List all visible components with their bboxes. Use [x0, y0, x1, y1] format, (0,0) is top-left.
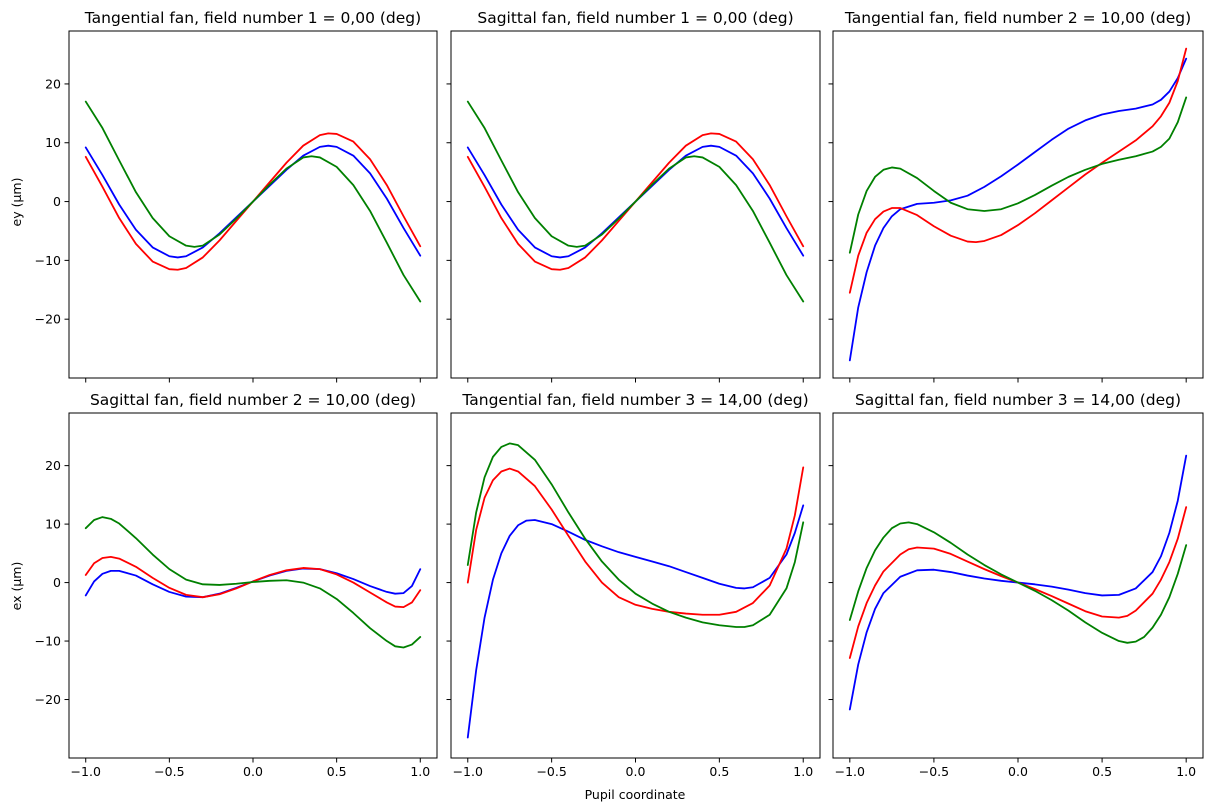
- panel-tangential-field-1: Tangential fan, field number 1 = 0,00 (d…: [35, 9, 438, 383]
- x-tick-label: −0.5: [919, 764, 949, 779]
- x-tick-label: −1.0: [453, 764, 483, 779]
- panel-title: Sagittal fan, field number 1 = 0,00 (deg…: [477, 9, 793, 27]
- series-line-green: [84, 516, 422, 649]
- x-tick-label: 0.5: [327, 764, 347, 779]
- series-line-red: [848, 47, 1188, 294]
- x-tick-label: −1.0: [835, 764, 865, 779]
- panel-sagittal-field-2: Sagittal fan, field number 2 = 10,00 (de…: [35, 391, 438, 779]
- series-line-green: [466, 442, 805, 628]
- y-tick-label: −20: [35, 692, 61, 707]
- x-tick-label: −0.5: [154, 764, 184, 779]
- axes-frame: [450, 412, 821, 759]
- x-tick-label: 1.0: [410, 764, 430, 779]
- series-line-green: [848, 96, 1188, 254]
- y-tick-label: 20: [45, 76, 61, 91]
- panel-tangential-field-2: Tangential fan, field number 2 = 10,00 (…: [828, 9, 1204, 383]
- series-line-blue: [466, 504, 805, 739]
- axes-frame: [450, 30, 821, 379]
- panel-title: Tangential fan, field number 3 = 14,00 (…: [461, 391, 808, 409]
- panel-title: Sagittal fan, field number 3 = 14,00 (de…: [855, 391, 1181, 409]
- y-tick-label: −10: [35, 253, 61, 268]
- y-tick-label: −20: [35, 312, 61, 327]
- series-line-blue: [848, 57, 1188, 362]
- x-tick-label: 1.0: [1176, 764, 1196, 779]
- panel-title: Sagittal fan, field number 2 = 10,00 (de…: [90, 391, 416, 409]
- top-row-y-axis-label: ey (µm): [9, 178, 24, 227]
- x-tick-label: −1.0: [71, 764, 101, 779]
- panel-tangential-field-3: Tangential fan, field number 3 = 14,00 (…: [446, 391, 821, 779]
- x-tick-label: −0.5: [536, 764, 566, 779]
- y-tick-label: 10: [45, 135, 61, 150]
- x-tick-label: 0.5: [709, 764, 729, 779]
- panel-title: Tangential fan, field number 1 = 0,00 (d…: [84, 9, 421, 27]
- series-line-green: [84, 100, 422, 303]
- series-line-red: [466, 466, 805, 616]
- x-tick-label: 1.0: [793, 764, 813, 779]
- axes-frame: [832, 412, 1204, 759]
- axes-frame: [68, 30, 438, 379]
- x-tick-label: 0.0: [1008, 764, 1028, 779]
- x-tick-label: 0.5: [1092, 764, 1112, 779]
- y-tick-label: 20: [45, 458, 61, 473]
- series-line-green: [848, 521, 1188, 644]
- axes-frame: [68, 412, 438, 759]
- y-tick-label: 0: [53, 194, 61, 209]
- axes-frame: [832, 30, 1204, 379]
- x-tick-label: 0.0: [626, 764, 646, 779]
- figure-x-axis-label: Pupil coordinate: [585, 787, 686, 802]
- panel-title: Tangential fan, field number 2 = 10,00 (…: [844, 9, 1191, 27]
- bottom-row-y-axis-label: ex (µm): [9, 562, 24, 611]
- y-tick-label: 0: [53, 575, 61, 590]
- panel-sagittal-field-3: Sagittal fan, field number 3 = 14,00 (de…: [828, 391, 1204, 779]
- x-tick-label: 0.0: [243, 764, 263, 779]
- series-line-green: [466, 100, 805, 303]
- y-tick-label: 10: [45, 517, 61, 532]
- panel-sagittal-field-1: Sagittal fan, field number 1 = 0,00 (deg…: [446, 9, 821, 383]
- y-tick-label: −10: [35, 634, 61, 649]
